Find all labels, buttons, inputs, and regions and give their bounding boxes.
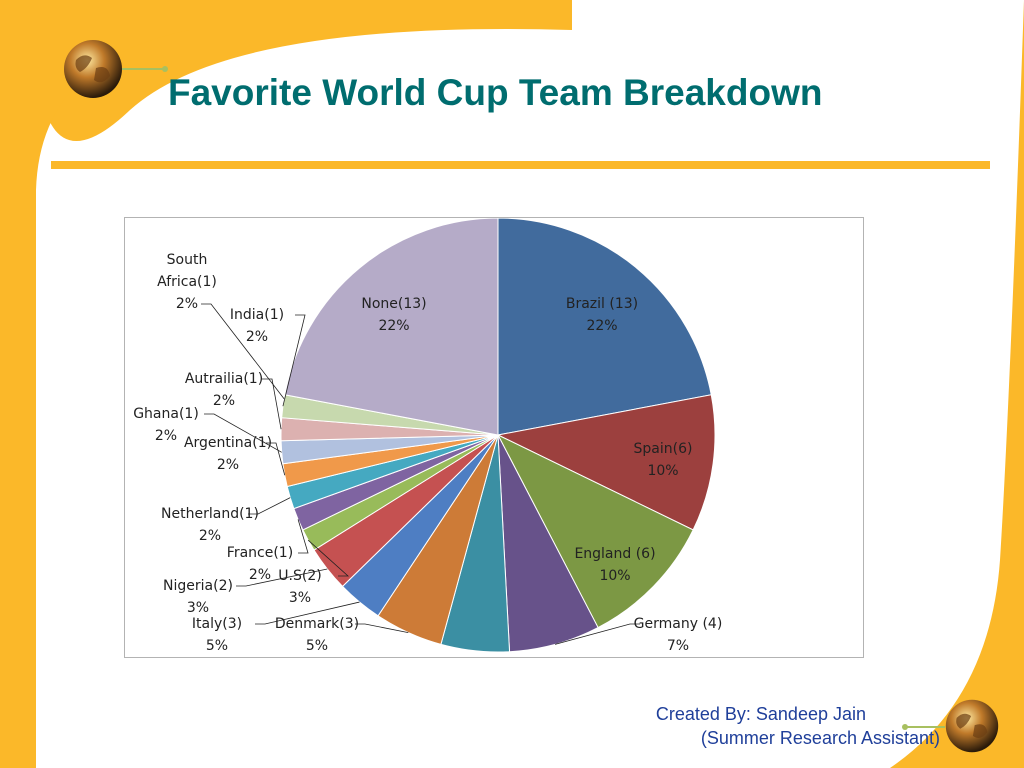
data-label-u-s-2: U.S(2) 3% [278, 568, 321, 606]
leader-line-france-1 [297, 519, 309, 554]
title-underline [51, 161, 990, 169]
leader-line-argentina-1 [266, 442, 286, 476]
connector-dot-bottom [902, 724, 908, 730]
data-label-none-13: None(13) 22% [361, 296, 426, 334]
leader-line-u-s-2 [307, 539, 350, 577]
data-label-india-1: India(1) 2% [230, 307, 284, 345]
data-label-autrailia-1: Autrailia(1) 2% [185, 371, 263, 409]
data-label-ghana-1: Ghana(1) 2% [133, 406, 199, 444]
data-label-italy-3: Italy(3) 5% [192, 616, 242, 654]
leader-line-south-africa-1 [201, 303, 285, 399]
data-label-nigeria-2: Nigeria(2) 3% [163, 578, 233, 616]
leader-line-nigeria-2 [236, 568, 328, 587]
leader-line-ghana-1 [204, 413, 282, 453]
data-label-argentina-1: Argentina(1) 2% [184, 435, 272, 473]
globe-logo-top [64, 40, 122, 98]
chart-frame: Brazil (13) 22% Spain(6) 10% England (6) 10% G… [124, 217, 864, 658]
credit-role: (Summer Research Assistant) [700, 728, 940, 748]
data-label-england-6: England (6) 10% [574, 546, 655, 584]
right-swoosh [890, 0, 1024, 768]
leader-line-italy-3 [255, 601, 360, 625]
corner-swoosh [36, 29, 572, 142]
top-accent-bar [0, 0, 572, 29]
slide-title: Favorite World Cup Team Breakdown [168, 72, 823, 113]
data-label-netherland-1: Netherland(1) 2% [161, 506, 259, 544]
globe-logo-bottom [945, 699, 999, 753]
data-label-france-1: France(1) 2% [227, 545, 293, 583]
leader-line-germany-4 [554, 623, 640, 645]
leader-line-denmark-3 [355, 623, 409, 634]
pie-slice-england-6 [496, 433, 694, 629]
left-accent-bar [0, 0, 36, 768]
credit-name: Created By: Sandeep Jain [655, 704, 866, 724]
pie-slice-spain-6 [496, 394, 716, 531]
leader-line-india-1 [282, 314, 306, 407]
data-label-germany-4: Germany (4) 7% [634, 616, 723, 654]
data-label-south-africa-1: South Africa(1) 2% [157, 252, 217, 312]
connector-dot-top [162, 66, 168, 72]
data-label-spain-6: Spain(6) 10% [634, 441, 693, 479]
leader-line-netherland-1 [248, 497, 291, 515]
credit-block: Created By: Sandeep Jain (Summer Researc… [640, 702, 940, 750]
data-label-brazil-13: Brazil (13) 22% [566, 296, 638, 334]
pie-chart: Brazil (13) 22% Spain(6) 10% England (6) 10% G… [133, 218, 723, 654]
pie-slice-brazil-13 [497, 218, 712, 436]
leader-line-autrailia-1 [262, 378, 282, 430]
data-label-denmark-3: Denmark(3) 5% [275, 616, 359, 654]
